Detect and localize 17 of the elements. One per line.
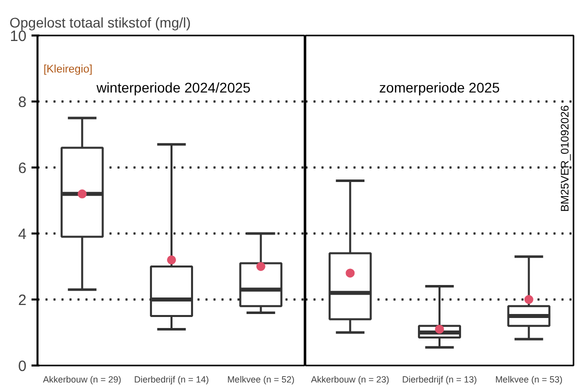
y-tick-label: 4 [18,226,26,243]
y-axis-title: Opgelost totaal stikstof (mg/l) [10,14,191,30]
y-tick-label: 8 [18,94,26,111]
y-tick-label: 0 [18,358,26,375]
x-tick-label: Melkvee (n = 53) [495,374,562,384]
annotation: BM25VER_01092026 [560,105,572,212]
x-tick-label: Dierbedrijf (n = 14) [134,374,209,384]
x-tick-label: Akkerbouw (n = 23) [311,374,390,384]
y-tick-label: 2 [18,292,26,309]
y-tick-label: 6 [18,160,26,177]
annotation: zomerperiode 2025 [379,80,500,96]
x-tick-label: Dierbedrijf (n = 13) [402,374,477,384]
x-tick-label: Melkvee (n = 52) [227,374,294,384]
annotation: [Kleiregio] [44,64,92,76]
y-tick-label: 10 [10,28,27,45]
annotation: winterperiode 2024/2025 [95,80,251,96]
x-tick-label: Akkerbouw (n = 29) [43,374,122,384]
